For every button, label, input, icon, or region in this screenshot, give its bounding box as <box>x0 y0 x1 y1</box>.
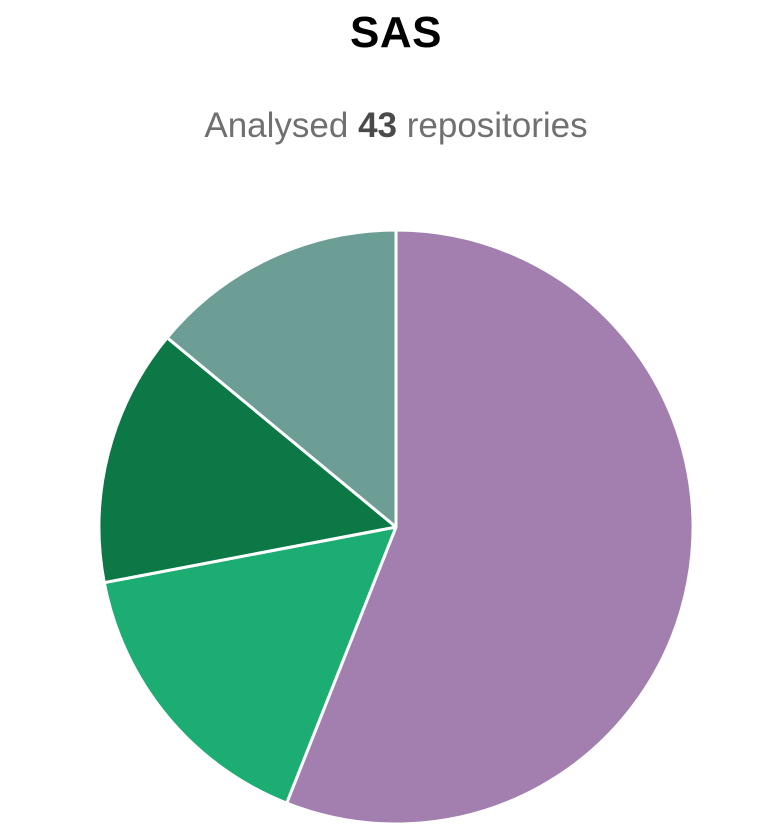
chart-title: SAS <box>350 8 442 57</box>
pie-slices <box>97 228 695 826</box>
pie-slice-3 <box>97 336 398 585</box>
repository-count: 43 <box>358 106 397 145</box>
chart-subtitle: Analysed 43 repositories <box>0 106 758 146</box>
pie-slice-2 <box>102 525 398 805</box>
subtitle-suffix: repositories <box>406 106 588 145</box>
pie-slice-4 <box>165 228 398 529</box>
subtitle-prefix: Analysed <box>204 106 349 145</box>
pie-slice-1 <box>285 228 695 826</box>
